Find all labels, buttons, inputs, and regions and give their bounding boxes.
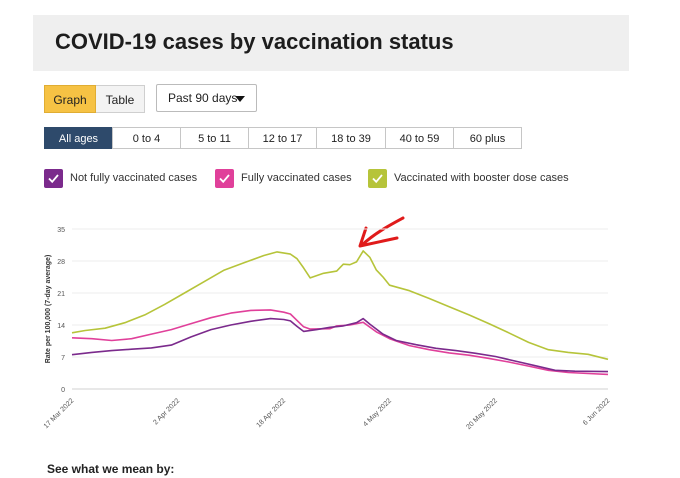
- check-icon: [48, 174, 59, 184]
- check-icon: [372, 174, 383, 184]
- graph-button[interactable]: Graph: [44, 85, 96, 113]
- table-button[interactable]: Table: [96, 85, 145, 113]
- legend-label: Vaccinated with booster dose cases: [394, 172, 569, 184]
- check-icon: [219, 174, 230, 184]
- red-arrow-annotation: [358, 216, 405, 248]
- y-tick-label: 0: [61, 387, 65, 394]
- range-select-value: Past 90 days: [168, 91, 238, 105]
- view-toggle: Graph Table: [44, 85, 145, 113]
- series-line: [71, 250, 609, 361]
- y-tick-label: 28: [57, 259, 65, 266]
- tab-18-to-39[interactable]: 18 to 39: [316, 127, 386, 149]
- tab-all-ages[interactable]: All ages: [44, 127, 113, 149]
- page-header: COVID-19 cases by vaccination status: [33, 15, 629, 71]
- x-tick-label: 4 May 2022: [362, 397, 393, 428]
- y-tick-label: 35: [57, 227, 65, 234]
- tab-0-to-4[interactable]: 0 to 4: [112, 127, 181, 149]
- series-line: [71, 317, 609, 373]
- legend-swatch: [215, 169, 234, 188]
- age-tabs: All ages 0 to 4 5 to 11 12 to 17 18 to 3…: [44, 127, 522, 149]
- range-select[interactable]: Past 90 days: [156, 84, 257, 112]
- tab-60-plus[interactable]: 60 plus: [453, 127, 522, 149]
- caret-down-icon: [235, 96, 245, 102]
- y-tick-label: 7: [61, 355, 65, 362]
- tab-40-to-59[interactable]: 40 to 59: [385, 127, 454, 149]
- x-tick-label: 6 Jun 2022: [582, 397, 612, 427]
- legend-label: Not fully vaccinated cases: [70, 172, 198, 184]
- y-tick-label: 14: [57, 323, 65, 330]
- tab-12-to-17[interactable]: 12 to 17: [248, 127, 317, 149]
- see-what-heading: See what we mean by:: [47, 462, 175, 476]
- legend-swatch: [368, 169, 387, 188]
- x-tick-label: 20 May 2022: [465, 397, 499, 431]
- chart-legend: Not fully vaccinated cases Fully vaccina…: [44, 169, 644, 191]
- series-line: [71, 309, 609, 376]
- tab-5-to-11[interactable]: 5 to 11: [180, 127, 249, 149]
- legend-label: Fully vaccinated cases: [241, 172, 352, 184]
- legend-swatch: [44, 169, 63, 188]
- y-axis-label: Rate per 100,000 (7-day average): [45, 255, 52, 364]
- y-tick-label: 21: [57, 291, 65, 298]
- x-tick-label: 17 Mar 2022: [43, 397, 76, 430]
- page-title: COVID-19 cases by vaccination status: [55, 29, 454, 54]
- cases-line-chart: 0 7 14 21 28 35 17 Mar 2022 2 Apr 2022 18 Apr 20…: [43, 216, 612, 431]
- x-tick-label: 2 Apr 2022: [152, 397, 181, 426]
- x-tick-label: 18 Apr 2022: [256, 397, 288, 429]
